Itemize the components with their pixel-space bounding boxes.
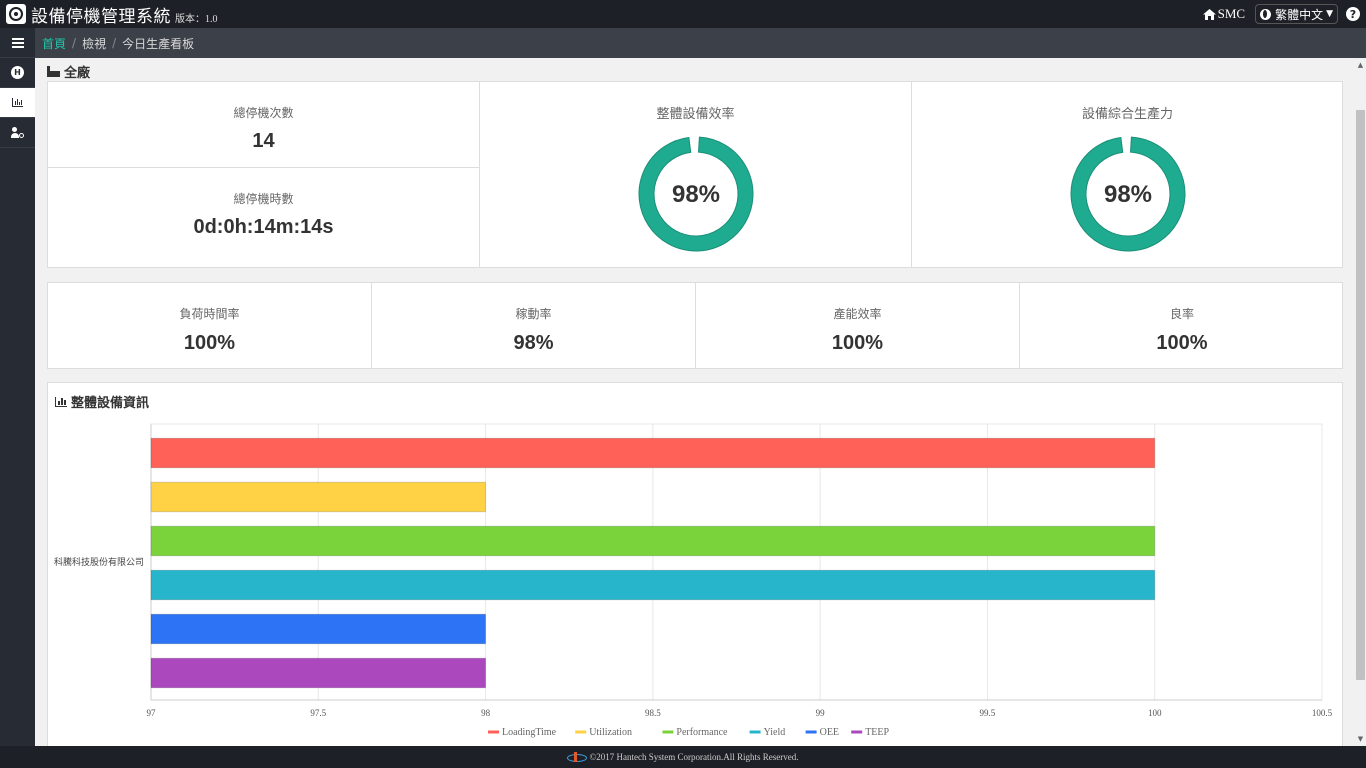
breadcrumb-home-link[interactable]: 首頁	[42, 36, 67, 51]
sidebar-item-home[interactable]: H	[0, 58, 35, 88]
teep-donut-cell: 設備綜合生產力 98%	[912, 82, 1343, 267]
top-bar: 設備停機管理系統 版本：1.0 SMC 繁體中文 ▼ ?	[0, 0, 1366, 28]
stop-count-label: 總停機次數	[233, 106, 294, 120]
kpi-label: 負荷時間率	[179, 307, 240, 321]
stop-time-value: 0d:0h:14m:14s	[193, 216, 334, 238]
legend-item-loadingtime: LoadingTime	[502, 727, 557, 738]
summary-card: 總停機次數 14 總停機時數 0d:0h:14m:14s 整體設備效率 98% …	[47, 81, 1343, 268]
app-title: 設備停機管理系統	[31, 6, 171, 27]
scrollbar-thumb[interactable]	[1356, 110, 1365, 680]
oee-donut-label: 整體設備效率	[656, 107, 735, 122]
teep-donut: 98%	[1070, 136, 1185, 252]
kpi-label: 稼動率	[515, 307, 552, 321]
breadcrumb-separator: /	[72, 36, 77, 50]
top-right-controls: SMC 繁體中文 ▼ ?	[1202, 0, 1366, 28]
page-scrollbar[interactable]: ▲ ▼	[1355, 58, 1366, 746]
factory-icon	[47, 66, 60, 77]
kpi-label: 產能效率	[833, 307, 882, 321]
stop-count-value: 14	[252, 130, 275, 152]
bar-chart-icon	[12, 98, 23, 107]
legend-item-yield: Yield	[764, 727, 786, 738]
menu-list-icon	[11, 37, 24, 48]
x-tick-label: 99	[816, 708, 826, 718]
chart-title: 整體設備資訊	[55, 392, 149, 411]
app-version: 版本：1.0	[175, 13, 218, 25]
bar-loadingtime	[150, 437, 1156, 469]
chart-title-text: 整體設備資訊	[71, 396, 150, 411]
x-tick-label: 100	[1148, 708, 1162, 718]
breadcrumb: 首頁 / 檢視 / 今日生產看板	[35, 28, 1366, 58]
breadcrumb-current: 今日生產看板	[122, 36, 195, 51]
teep-donut-arc	[1070, 136, 1185, 252]
legend-item-performance: Performance	[676, 727, 728, 738]
home-icon	[1202, 8, 1216, 20]
language-label: 繁體中文	[1275, 7, 1324, 22]
oee-donut-value: 98%	[671, 181, 719, 208]
legend-item-oee: OEE	[820, 727, 839, 738]
x-tick-label: 98	[481, 708, 491, 718]
chevron-down-icon: ▼	[1326, 9, 1333, 19]
equipment-chart-card: 97 97.5 98 98.5 99 99.5 100 100.5 科騰科技股份有限公司 Load…	[47, 382, 1343, 748]
kpi-loading-rate: 負荷時間率 100%	[48, 283, 372, 368]
equipment-bar-chart: 97 97.5 98 98.5 99 99.5 100 100.5 科騰科技股份有限公司 Load…	[54, 423, 1333, 738]
section-title-text: 全廠	[64, 66, 91, 81]
bar-yield	[150, 569, 1156, 601]
footer: ©2017 Hantech System Corporation.All Rig…	[0, 746, 1366, 768]
bar-oee	[150, 613, 487, 645]
teep-donut-value: 98%	[1103, 181, 1151, 208]
h-circle-icon: H	[11, 66, 24, 79]
sidebar: H	[0, 28, 35, 748]
x-tick-label: 97.5	[310, 708, 326, 718]
x-tick-label: 99.5	[980, 708, 996, 718]
language-select[interactable]: 繁體中文 ▼	[1255, 4, 1338, 24]
kpi-performance-rate: 產能效率 100%	[696, 283, 1020, 368]
stop-count-cell: 總停機次數 14	[48, 82, 480, 168]
sidebar-item-dashboard[interactable]	[0, 88, 35, 118]
legend-item-utilization: Utilization	[589, 727, 632, 738]
scroll-down-icon[interactable]: ▼	[1357, 735, 1364, 743]
y-category-label: 科騰科技股份有限公司	[54, 556, 144, 568]
bar-utilization	[150, 481, 487, 513]
kpi-yield-rate: 良率 100%	[1020, 283, 1344, 368]
sidebar-item-users[interactable]	[0, 118, 35, 148]
globe-icon	[1260, 8, 1272, 20]
kpi-value: 100%	[1156, 332, 1208, 354]
x-tick-label: 97	[147, 708, 157, 718]
stop-time-label: 總停機時數	[233, 192, 294, 206]
home-link-label: SMC	[1217, 6, 1246, 21]
app-logo-icon	[6, 4, 26, 24]
bar-performance	[150, 525, 1156, 557]
kpi-utilization-rate: 稼動率 98%	[372, 283, 696, 368]
kpi-value: 100%	[183, 332, 236, 354]
bar-chart-icon	[55, 396, 67, 407]
home-link[interactable]: SMC	[1202, 6, 1246, 22]
sidebar-toggle[interactable]	[0, 28, 35, 58]
teep-donut-label: 設備綜合生產力	[1081, 107, 1173, 122]
company-logo-icon	[567, 752, 588, 762]
kpi-label: 良率	[1169, 307, 1194, 321]
oee-donut-cell: 整體設備效率 98%	[480, 82, 912, 267]
breadcrumb-view-link[interactable]: 檢視	[82, 36, 107, 51]
bar-teep	[150, 657, 487, 689]
stop-time-cell: 總停機時數 0d:0h:14m:14s	[48, 168, 480, 268]
breadcrumb-separator: /	[112, 36, 117, 50]
footer-copyright: ©2017 Hantech System Corporation.All Rig…	[589, 752, 799, 762]
scroll-up-icon[interactable]: ▲	[1357, 61, 1364, 69]
help-icon[interactable]: ?	[1346, 7, 1360, 21]
legend-item-teep: TEEP	[865, 727, 889, 738]
kpi-value: 100%	[831, 332, 884, 354]
main-content: 全廠 總停機次數 14 總停機時數 0d:0h:14m:14s 整體設備效率 9…	[35, 58, 1355, 748]
oee-donut-arc	[638, 136, 753, 252]
user-cog-icon	[11, 127, 24, 138]
x-tick-label: 98.5	[645, 708, 661, 718]
brand[interactable]: 設備停機管理系統 版本：1.0	[0, 0, 218, 28]
kpi-card: 負荷時間率 100% 稼動率 98% 產能效率 100% 良率 100%	[47, 282, 1343, 369]
section-title: 全廠	[47, 62, 90, 81]
oee-donut: 98%	[638, 136, 753, 252]
x-tick-label: 100.5	[1312, 708, 1333, 718]
kpi-value: 98%	[513, 332, 554, 354]
